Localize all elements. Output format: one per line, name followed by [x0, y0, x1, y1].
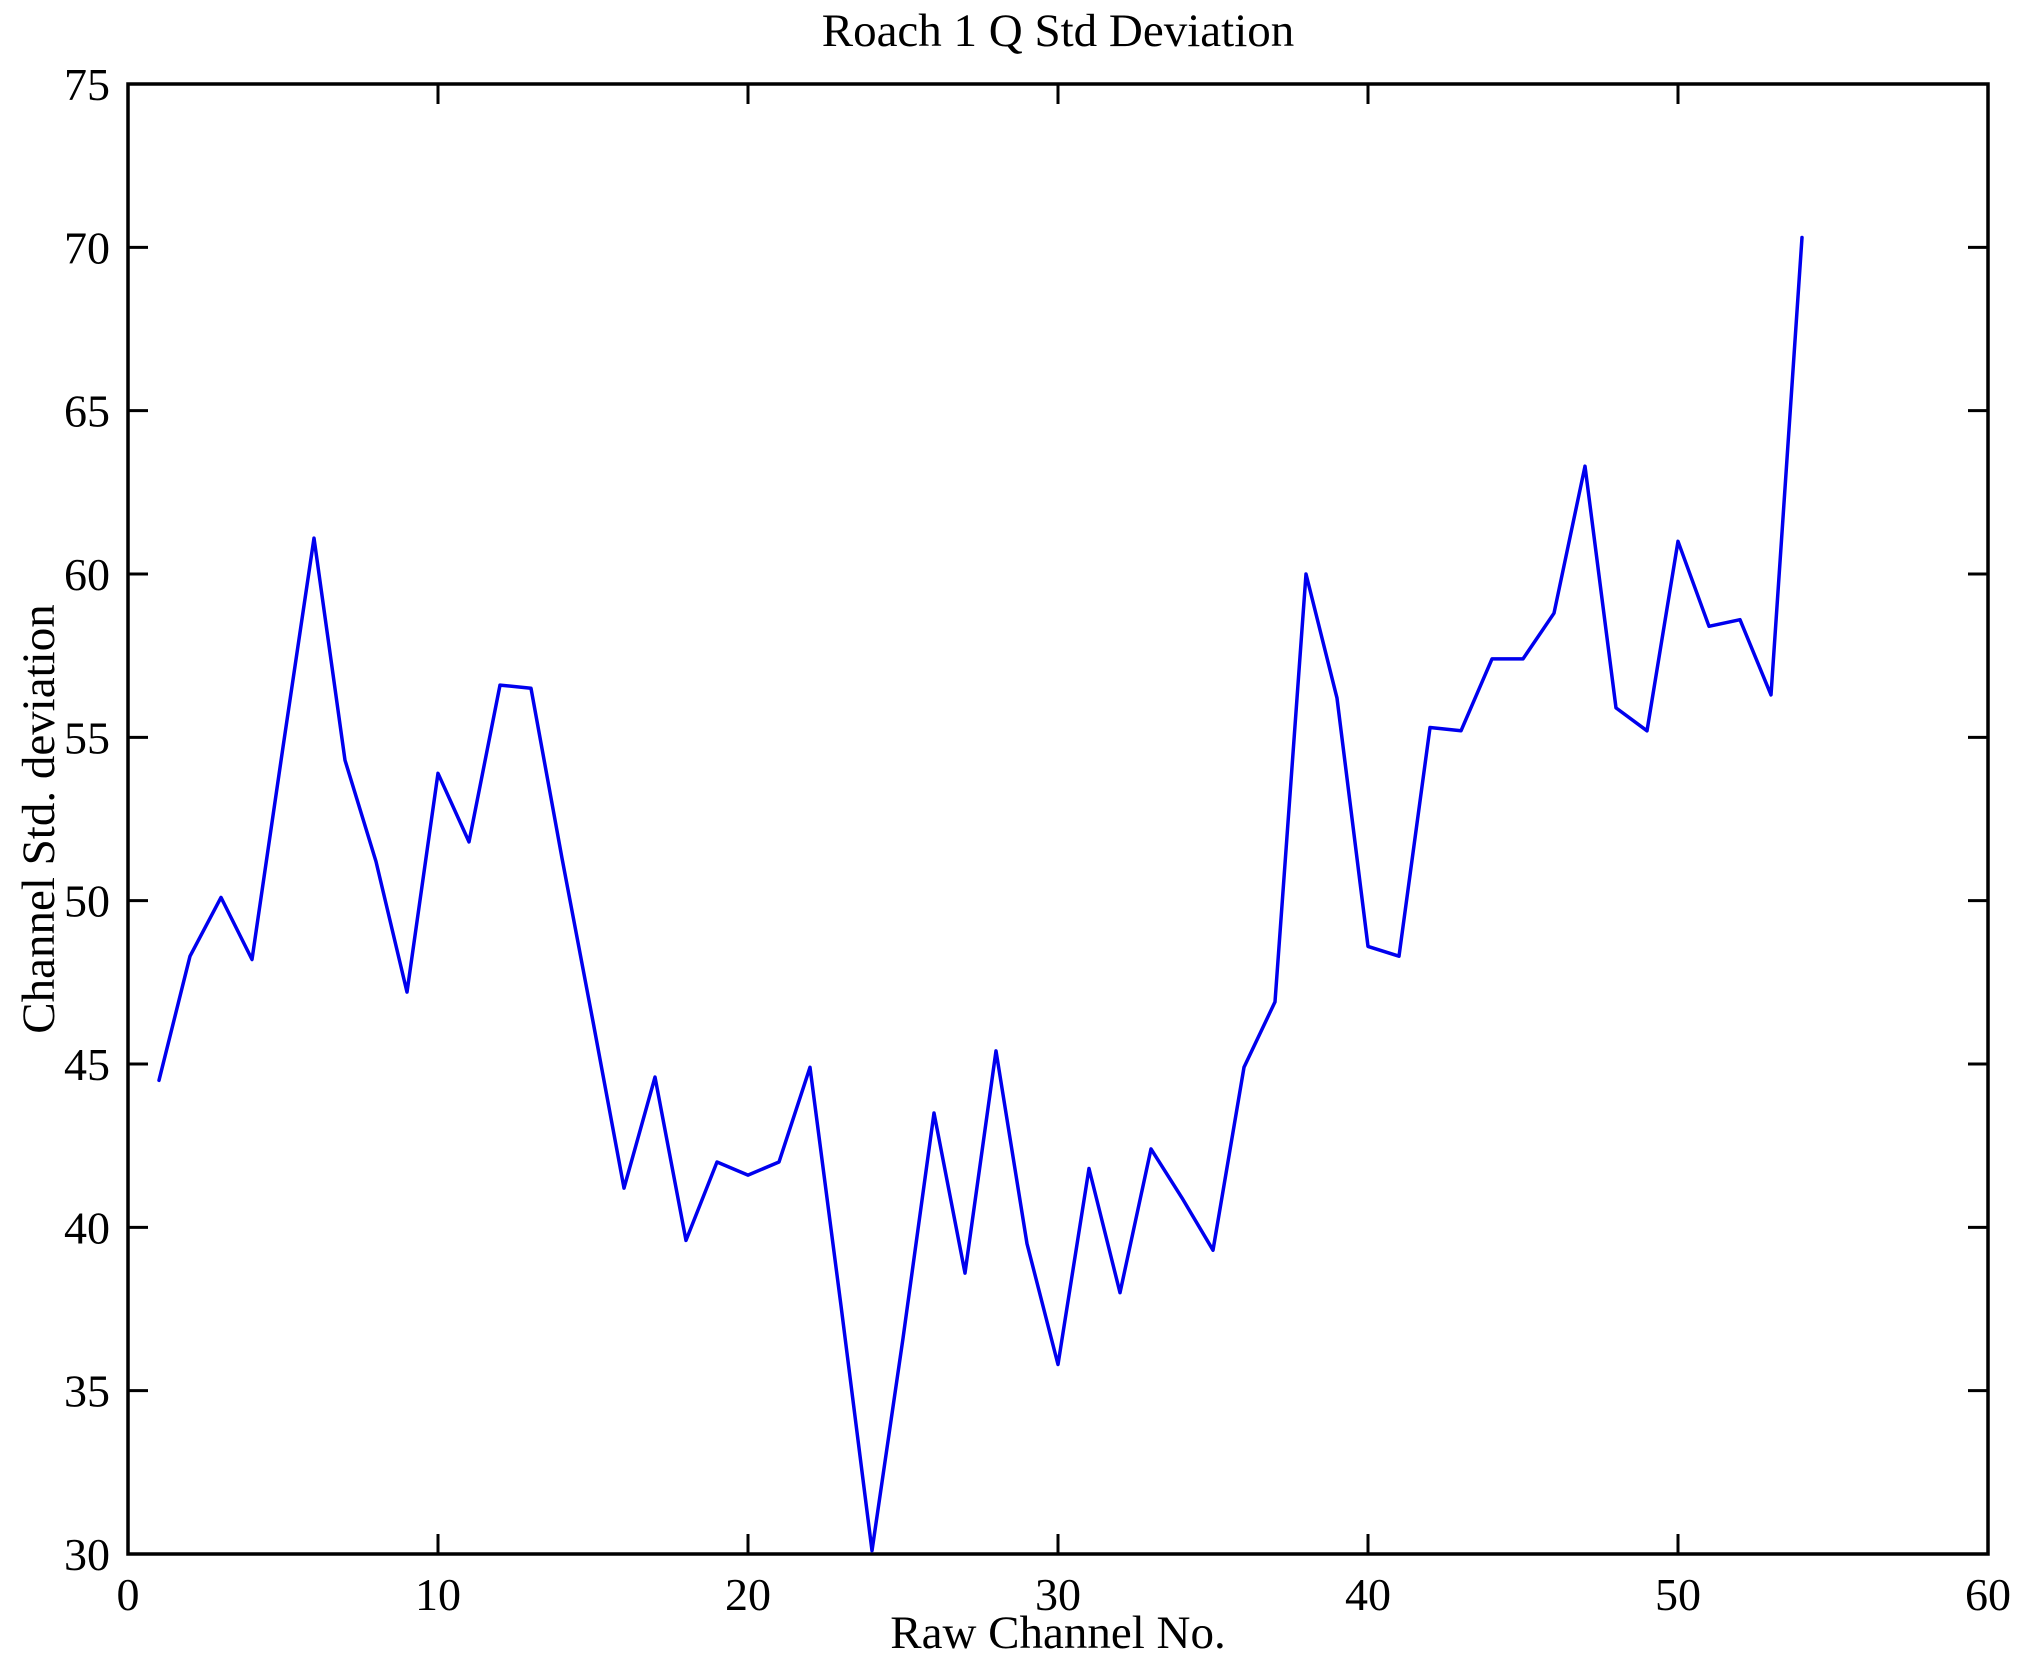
y-tick-label: 60: [64, 549, 110, 600]
y-axis-label: Channel Std. deviation: [13, 604, 65, 1034]
x-tick-label: 50: [1655, 1569, 1701, 1620]
y-tick-label: 65: [64, 386, 110, 437]
x-tick-label: 60: [1965, 1569, 2011, 1620]
chart-title: Roach 1 Q Std Deviation: [821, 5, 1295, 57]
y-tick-label: 45: [64, 1039, 110, 1090]
y-tick-label: 35: [64, 1366, 110, 1417]
y-tick-label: 30: [64, 1529, 110, 1580]
y-tick-label: 55: [64, 712, 110, 763]
x-tick-label: 0: [117, 1569, 140, 1620]
y-tick-label: 40: [64, 1202, 110, 1253]
y-tick-label: 75: [64, 59, 110, 110]
x-tick-label: 40: [1345, 1569, 1391, 1620]
x-axis-label: Raw Channel No.: [890, 1607, 1226, 1659]
x-tick-label: 30: [1035, 1569, 1081, 1620]
x-tick-label: 20: [725, 1569, 771, 1620]
x-tick-label: 10: [415, 1569, 461, 1620]
y-tick-label: 50: [64, 876, 110, 927]
plot-border: [126, 82, 1990, 1556]
data-series: [157, 235, 1804, 1553]
y-tick-label: 70: [64, 222, 110, 273]
